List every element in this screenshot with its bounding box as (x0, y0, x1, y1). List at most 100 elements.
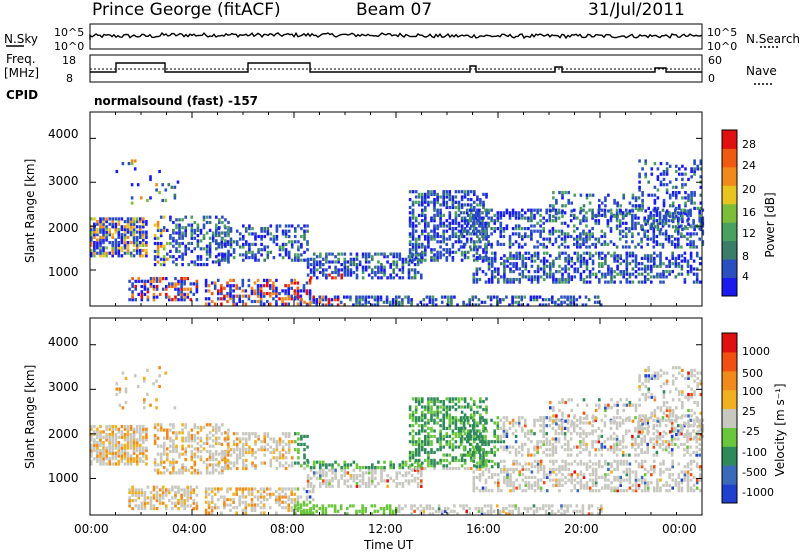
velocity-cell (517, 450, 521, 454)
power-cell (668, 272, 671, 276)
velocity-cell (451, 400, 455, 404)
power-cell (641, 198, 644, 203)
velocity-cell (181, 463, 184, 467)
velocity-cell (414, 408, 418, 412)
velocity-cell (241, 500, 245, 504)
power-cell (211, 260, 215, 264)
power-cell (585, 259, 589, 263)
power-cell (597, 208, 601, 212)
velocity-cell (266, 434, 270, 438)
velocity-cell (181, 423, 184, 427)
velocity-cell (153, 436, 157, 440)
power-cell (247, 294, 251, 298)
power-cell (229, 292, 232, 296)
power-cell (269, 250, 273, 254)
velocity-cell (174, 501, 177, 505)
velocity-cell (300, 509, 303, 513)
velocity-cell (545, 424, 548, 428)
power-cell (598, 256, 601, 260)
power-cell (123, 235, 127, 239)
power-cell (178, 231, 181, 235)
power-cell (321, 295, 325, 299)
velocity-cell (281, 456, 285, 460)
velocity-cell (126, 454, 130, 458)
velocity-cell (190, 458, 194, 462)
power-cell (567, 262, 570, 266)
power-cell (184, 252, 187, 256)
velocity-cell (524, 432, 527, 436)
velocity-cell (482, 450, 485, 454)
velocity-cell (287, 432, 291, 436)
power-cell (576, 270, 580, 274)
velocity-cell (171, 507, 174, 511)
velocity-cell (436, 413, 439, 417)
power-cell (555, 212, 558, 216)
power-cell (117, 220, 121, 224)
power-cell (293, 278, 297, 282)
velocity-cell (404, 471, 408, 475)
power-cell (114, 227, 118, 232)
power-cell (591, 211, 594, 215)
power-cell (692, 272, 696, 276)
power-cell (142, 222, 145, 226)
velocity-cell (253, 506, 257, 510)
power-cell (190, 223, 194, 227)
power-cell (460, 250, 464, 254)
velocity-cell (238, 453, 242, 457)
power-cell (448, 234, 452, 239)
velocity-cell (493, 450, 496, 454)
power-cell (199, 257, 203, 261)
power-cell (114, 222, 118, 226)
power-cell (123, 225, 127, 229)
power-cell (675, 214, 678, 218)
power-cell (430, 192, 433, 196)
power-cell (499, 213, 503, 217)
power-cell (490, 262, 494, 266)
velocity-cell (521, 416, 524, 420)
velocity-cell (524, 442, 527, 446)
velocity-cell (155, 493, 159, 497)
power-cell (631, 232, 634, 236)
power-cell (190, 215, 194, 219)
power-cell (515, 267, 518, 271)
power-cell (238, 245, 242, 249)
power-cell (275, 234, 279, 239)
power-cell (681, 196, 684, 200)
power-cell (557, 298, 560, 302)
power-cell (290, 281, 293, 285)
velocity-cell (370, 504, 374, 508)
velocity-cell (463, 461, 467, 465)
power-cell (178, 236, 181, 240)
velocity-cell (232, 432, 236, 436)
velocity-cell (433, 461, 436, 465)
power-cell (659, 259, 662, 263)
power-cell (226, 229, 230, 233)
power-cell (662, 280, 665, 284)
velocity-cell (143, 507, 147, 511)
power-cell (433, 256, 436, 260)
power-cell (564, 191, 567, 195)
power-cell (322, 273, 325, 277)
power-cell (490, 245, 493, 249)
velocity-cell (451, 421, 455, 425)
velocity-cell (479, 397, 482, 401)
velocity-cell (554, 448, 558, 452)
velocity-cell (117, 441, 121, 445)
power-cell (132, 243, 136, 247)
power-cell (554, 303, 557, 307)
power-cell (242, 242, 245, 246)
power-cell (475, 232, 478, 236)
power-cell (312, 298, 315, 302)
power-cell (193, 260, 197, 264)
velocity-cell (499, 512, 502, 516)
power-cell (653, 206, 657, 210)
velocity-cell (331, 463, 334, 467)
power-cell (248, 248, 251, 252)
power-cell (303, 234, 306, 239)
velocity-cell (433, 410, 436, 414)
power-cell (190, 234, 194, 238)
power-cell (576, 234, 579, 239)
power-cell (411, 216, 415, 220)
power-cell (463, 195, 467, 199)
velocity-cell (508, 450, 512, 454)
